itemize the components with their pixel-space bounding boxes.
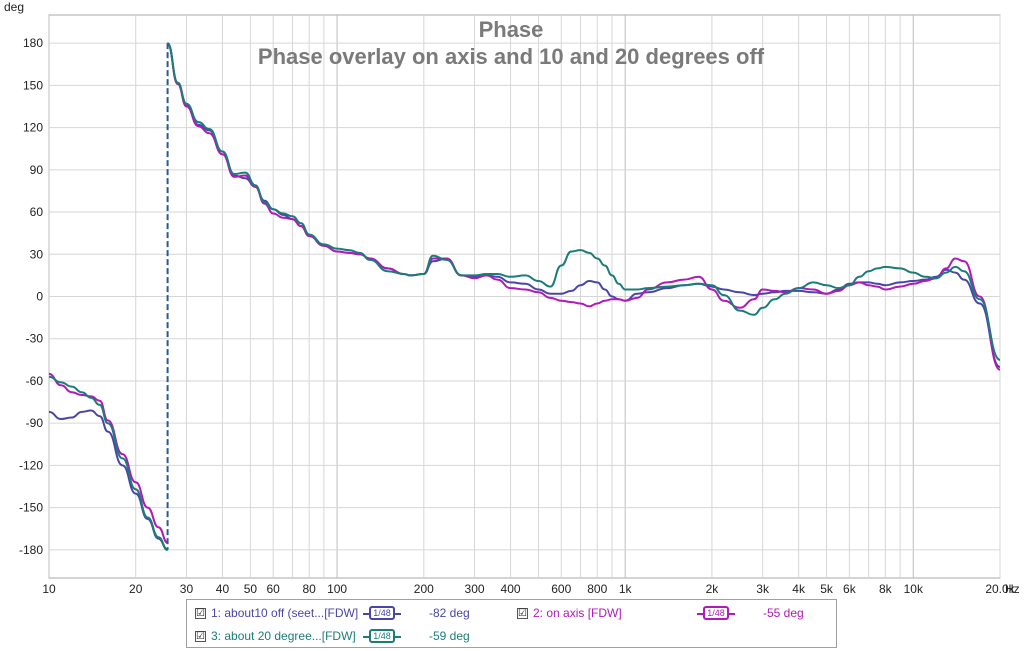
smoothing-icon-1[interactable]: 1/48: [363, 606, 401, 620]
x-tick-label: 6k: [843, 582, 857, 596]
y-tick-label: 60: [30, 205, 44, 219]
series-line-3: [48, 375, 168, 551]
legend-value-1: -82 deg: [429, 606, 470, 620]
y-tick-label: -30: [26, 332, 44, 346]
checkbox-3[interactable]: ☑: [195, 630, 206, 642]
y-tick-label: -60: [26, 374, 44, 388]
x-tick-label: 600: [551, 582, 571, 596]
y-tick-label: 0: [36, 290, 43, 304]
x-tick-label: 20: [129, 582, 143, 596]
series-line-1: [48, 409, 168, 551]
series-line-3: [166, 42, 1001, 361]
x-tick-label: 4k: [792, 582, 806, 596]
y-tick-label: -120: [19, 458, 43, 472]
x-tick-label: 8k: [879, 582, 893, 596]
phase-chart: 10 20 30 40 50 60 80 100 200 300 400 600 800 1k 2k 3k 4k…: [4, 0, 1020, 596]
y-axis-label: deg: [4, 0, 24, 14]
y-tick-label: 120: [23, 121, 43, 135]
legend-item-1[interactable]: ☑ 1: about10 off (seet...[FDW] 1/48 -82 …: [195, 603, 470, 623]
y-tick-label: 90: [30, 163, 44, 177]
y-tick-label: -150: [19, 501, 43, 515]
x-tick-label: 50: [244, 582, 258, 596]
x-tick-label: 100: [327, 582, 347, 596]
smoothing-icon-3[interactable]: 1/48: [363, 629, 401, 643]
x-tick-label: 80: [302, 582, 316, 596]
series-line-2: [166, 42, 1001, 371]
x-tick-label: 300: [465, 582, 485, 596]
legend-item-3[interactable]: ☑ 3: about 20 degree...[FDW] 1/48 -59 de…: [195, 626, 470, 646]
y-tick-label: -180: [19, 543, 43, 557]
x-tick-label: 1k: [619, 582, 633, 596]
x-tick-label: 40: [216, 582, 230, 596]
y-tick-labels: 180 150 120 90 60 30 0 -30 -60 -90 -120 -150 -180: [19, 36, 43, 557]
x-tick-label: 2k: [706, 582, 720, 596]
legend-item-2[interactable]: ☑ 2: on axis [FDW] 1/48 -55 deg: [517, 603, 804, 623]
series-layer: [48, 42, 1001, 551]
x-tick-label: 400: [501, 582, 521, 596]
x-tick-label: 10: [42, 582, 56, 596]
y-tick-label: 180: [23, 36, 43, 50]
legend-label-2: 2: on axis [FDW]: [533, 606, 622, 620]
x-tick-label: 60: [266, 582, 280, 596]
legend-value-2: -55 deg: [763, 606, 804, 620]
x-tick-label: 20.0k: [985, 582, 1015, 596]
grid-lines: [48, 15, 1001, 578]
y-tick-label: 30: [30, 247, 44, 261]
legend-value-3: -59 deg: [429, 629, 470, 643]
x-tick-label: 200: [414, 582, 434, 596]
legend-label-1: 1: about10 off (seet...[FDW]: [211, 606, 359, 620]
legend: ☑ 1: about10 off (seet...[FDW] 1/48 -82 …: [186, 599, 837, 648]
y-tick-label: 150: [23, 78, 43, 92]
x-tick-labels: 10 20 30 40 50 60 80 100 200 300 400 600 800 1k 2k 3k 4k…: [42, 582, 1015, 596]
y-tick-label: -90: [26, 416, 44, 430]
x-tick-label: 3k: [756, 582, 770, 596]
x-tick-label: 30: [180, 582, 194, 596]
checkbox-2[interactable]: ☑: [517, 607, 528, 619]
x-tick-label: 10k: [904, 582, 924, 596]
checkbox-1[interactable]: ☑: [195, 607, 206, 619]
chart-subtitle: Phase overlay on axis and 10 and 20 degr…: [258, 44, 765, 69]
chart-title: Phase: [479, 17, 544, 42]
x-tick-label: 800: [587, 582, 607, 596]
legend-label-3: 3: about 20 degree...[FDW]: [211, 629, 356, 643]
x-axis-unit: Hz: [1005, 582, 1020, 596]
x-tick-label: 5k: [820, 582, 834, 596]
smoothing-icon-2[interactable]: 1/48: [697, 606, 735, 620]
